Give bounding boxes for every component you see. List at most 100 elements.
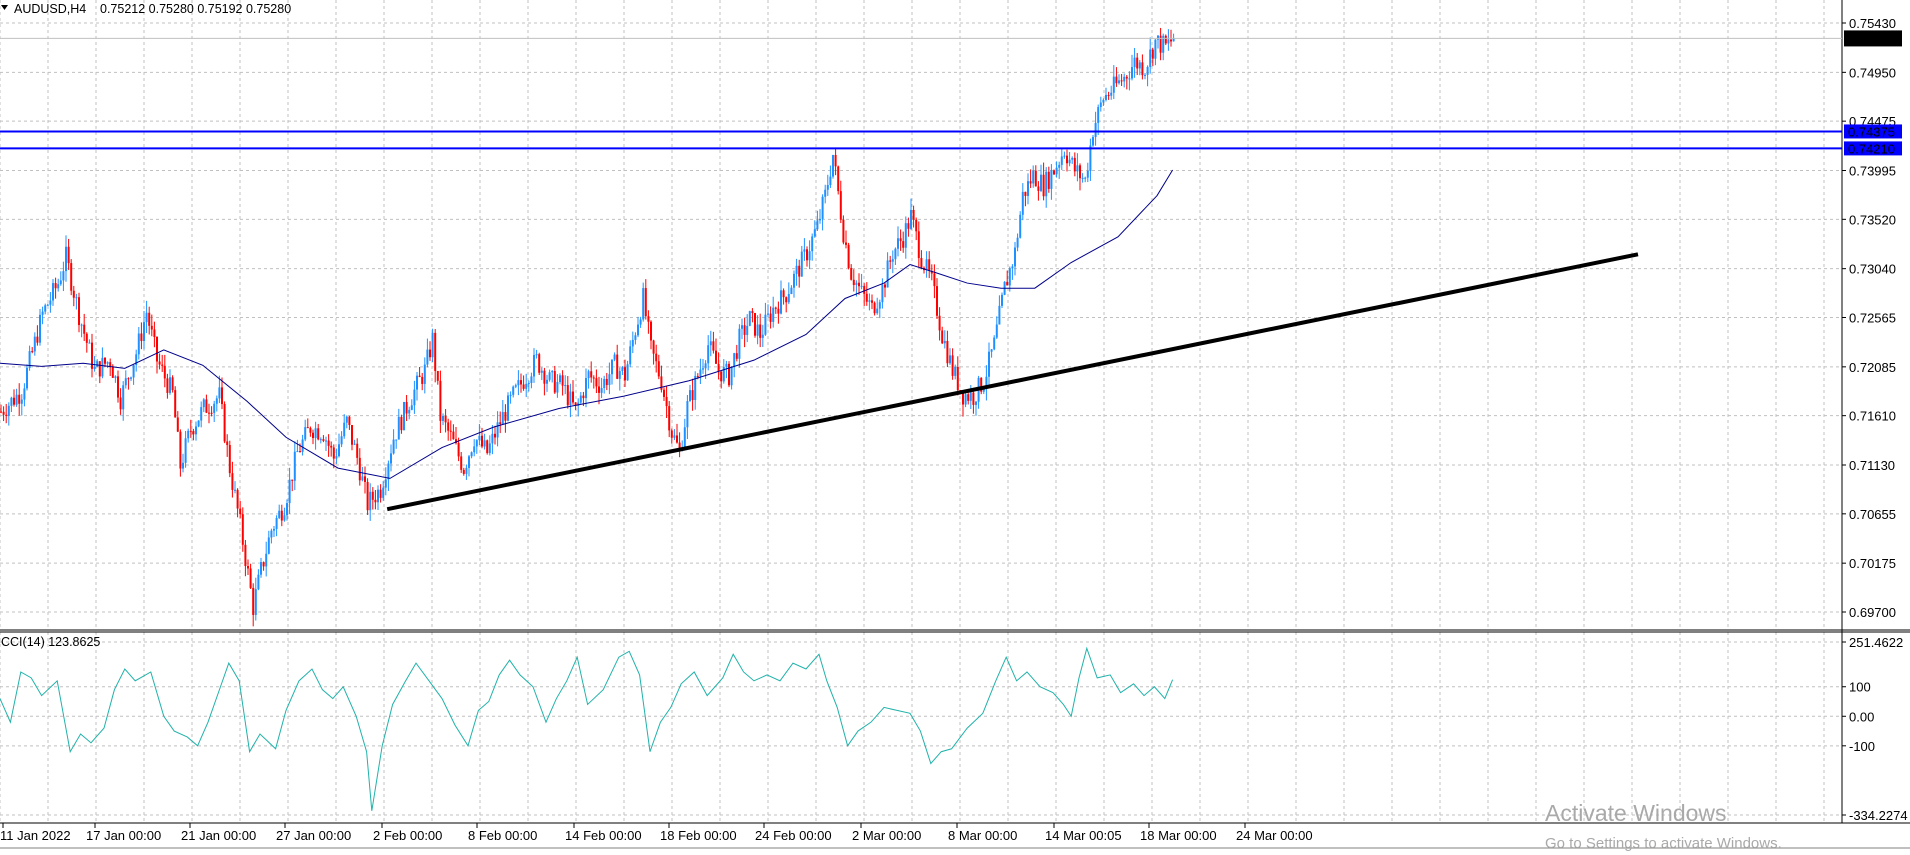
candle-body: [387, 463, 390, 480]
candle-body: [244, 544, 247, 567]
candle-body: [845, 242, 847, 245]
candle-body: [57, 284, 60, 289]
candle-body: [907, 223, 910, 229]
trendline[interactable]: [386, 252, 1639, 512]
candle-body: [78, 297, 80, 326]
candle-body: [530, 376, 533, 383]
candle-body: [668, 406, 671, 431]
candle-body: [153, 329, 156, 338]
candle-body: [613, 354, 616, 360]
candle-body: [338, 444, 340, 457]
candle-body: [863, 285, 866, 294]
candle-body: [642, 288, 645, 320]
candle-body: [683, 427, 686, 448]
candle-body: [754, 313, 756, 336]
candle-body: [317, 428, 320, 440]
candle-body: [790, 287, 793, 295]
candle-body: [1123, 76, 1126, 82]
candle-body: [1037, 186, 1040, 191]
candle-body: [436, 370, 439, 381]
candle-body: [132, 364, 135, 378]
candle-body: [1154, 39, 1157, 59]
candle-body: [819, 218, 821, 221]
candle-body: [566, 385, 569, 406]
candle-body: [951, 355, 954, 376]
candle-body: [902, 241, 905, 248]
candle-body: [327, 440, 330, 446]
candle-body: [915, 219, 918, 232]
candle-body: [1021, 191, 1024, 215]
candle-body: [124, 378, 127, 386]
candle-body: [540, 370, 543, 373]
candle-body: [1128, 78, 1131, 80]
candle-body: [330, 445, 333, 448]
candle-body: [767, 313, 769, 315]
candle-body: [54, 283, 57, 289]
candle-body: [748, 311, 751, 326]
candle-body: [837, 166, 840, 192]
candle-body: [696, 375, 699, 377]
candle-body: [876, 308, 879, 314]
price-axis: 0.754300.749500.744750.739950.735200.730…: [0, 16, 1902, 620]
candle-body: [553, 371, 556, 393]
candle-body: [943, 340, 946, 344]
candle-body: [891, 259, 894, 262]
watermark-subtitle: Go to Settings to activate Windows.: [1545, 835, 1782, 852]
candle-body: [296, 451, 299, 453]
horizontal-lines[interactable]: [0, 130, 1842, 150]
candle-body: [670, 430, 673, 438]
candle-body: [868, 300, 871, 302]
candle-body: [1086, 170, 1089, 178]
candle-body: [455, 439, 457, 444]
candle-body: [166, 378, 169, 393]
candle-body: [574, 402, 577, 406]
cci-tick-label: -334.2274: [1849, 808, 1908, 823]
candle-body: [434, 332, 437, 371]
candle-body: [598, 386, 600, 393]
time-tick-label: 14 Mar 00:05: [1045, 828, 1122, 843]
candle-body: [556, 382, 559, 393]
candle-body: [585, 378, 587, 399]
candle-body: [1060, 156, 1063, 165]
candle-body: [808, 251, 811, 261]
candle-body: [769, 313, 772, 322]
current-price-badge: [1844, 30, 1902, 47]
candle-body: [114, 376, 117, 378]
time-tick-label: 11 Jan 2022: [0, 828, 71, 843]
candle-body: [800, 251, 803, 277]
candle-body: [31, 351, 34, 353]
candle-body: [384, 479, 387, 488]
candle-body: [912, 209, 915, 220]
candle-body: [1157, 35, 1159, 40]
candle-body: [23, 388, 26, 400]
candle-body: [1149, 49, 1152, 67]
current-price-label: 0.75280: [1848, 31, 1895, 46]
candle-body: [1053, 170, 1055, 175]
candle-body: [946, 340, 949, 364]
candle-body: [782, 290, 785, 298]
candle-body: [611, 359, 613, 375]
candle-body: [657, 361, 660, 377]
candle-body: [941, 330, 944, 344]
candle-body: [371, 491, 374, 500]
candle-body: [501, 412, 504, 425]
candle-body: [990, 349, 993, 352]
candle-body: [546, 379, 548, 384]
candle-body: [509, 394, 512, 396]
candle-body: [39, 314, 41, 343]
candle-body: [1073, 157, 1076, 172]
candle-body: [452, 431, 455, 440]
candle-body: [1172, 38, 1175, 42]
trendline-path: [386, 252, 1639, 512]
candle-body: [821, 196, 824, 219]
candle-body: [236, 489, 239, 509]
dropdown-triangle-icon[interactable]: [1, 5, 8, 10]
candle-body: [634, 335, 637, 340]
time-tick-label: 27 Jan 00:00: [276, 828, 351, 843]
candle-body: [88, 342, 91, 344]
candle-body: [111, 366, 114, 378]
candle-body: [169, 377, 171, 393]
candle-body: [878, 302, 881, 309]
